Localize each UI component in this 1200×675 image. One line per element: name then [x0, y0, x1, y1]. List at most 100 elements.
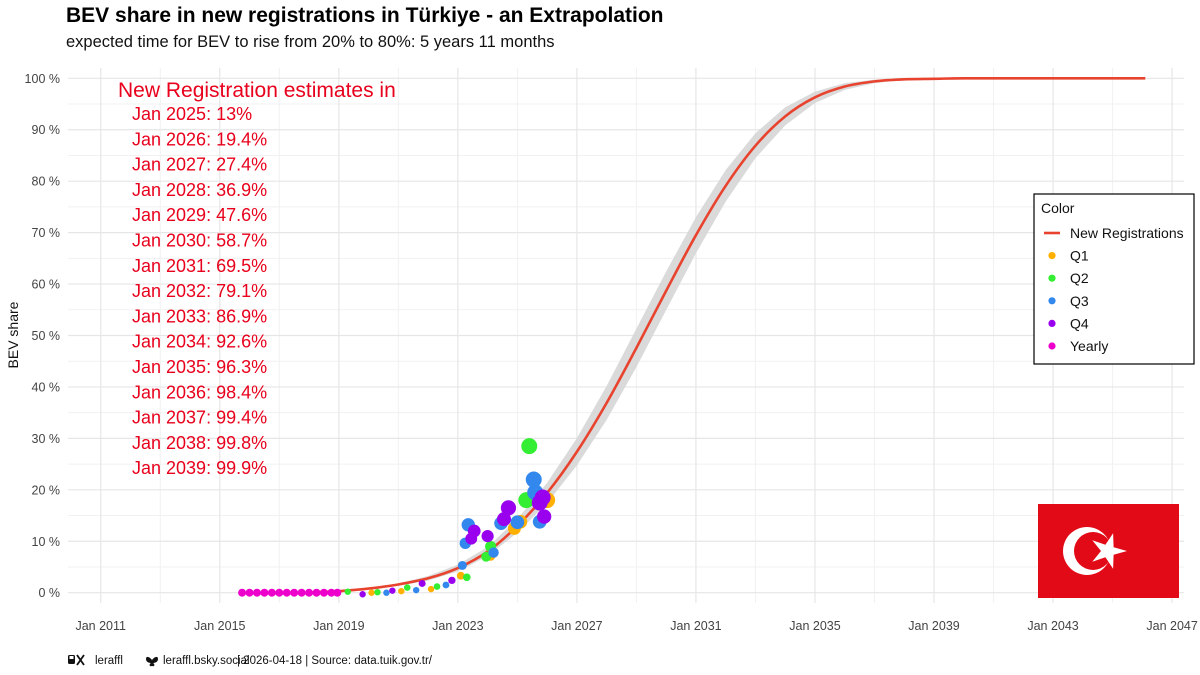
point-q3 — [383, 589, 390, 596]
estimate-line: Jan 2035: 96.3% — [132, 357, 267, 377]
caption-x-handle: leraffl — [95, 655, 123, 667]
point-q3 — [442, 581, 450, 589]
flag-crescent-inner — [1074, 532, 1112, 570]
estimate-line: Jan 2030: 58.7% — [132, 231, 267, 251]
legend: Color New Registrations Q1 Q2 Q3 Q4 Yearly — [1033, 193, 1195, 365]
estimate-line: Jan 2038: 99.8% — [132, 433, 267, 453]
turkey-flag-icon — [1038, 504, 1179, 598]
caption-bsky-handle: leraffl.bsky.social — [163, 655, 250, 667]
caption-date-source: | 2026-04-18 | Source: data.tuik.gov.tr/ — [237, 655, 433, 667]
legend-label: Yearly — [1070, 338, 1108, 354]
point-q4 — [418, 579, 426, 587]
point-q2 — [374, 588, 381, 596]
estimate-line: Jan 2036: 98.4% — [132, 382, 267, 402]
x-tick-label: Jan 2011 — [75, 619, 126, 633]
point-q4 — [448, 576, 456, 585]
fit-curve-new-registrations — [309, 76, 1146, 594]
point-q2 — [462, 573, 471, 582]
point-yearly — [260, 588, 269, 597]
butterfly-icon — [146, 656, 158, 667]
legend-label: Q4 — [1070, 315, 1089, 331]
legend-label: New Registrations — [1070, 225, 1184, 241]
data-points-layer — [238, 438, 556, 598]
point-q4 — [537, 509, 552, 524]
point-q1 — [398, 587, 405, 595]
point-q1 — [456, 571, 465, 580]
point-q4 — [359, 591, 366, 598]
x-tick-label: Jan 2027 — [551, 619, 602, 633]
point-q1 — [368, 589, 375, 596]
point-yearly — [238, 588, 247, 597]
point-yearly — [319, 588, 328, 597]
caption: leraffl leraffl.bsky.social | 2026-04-18… — [68, 654, 433, 667]
legend-title: Color — [1041, 200, 1075, 216]
flag-star — [1092, 533, 1127, 569]
estimate-line: Jan 2027: 27.4% — [132, 155, 267, 175]
estimate-line: Jan 2031: 69.5% — [132, 256, 267, 276]
point-yearly — [305, 588, 314, 597]
point-q4 — [500, 500, 517, 516]
point-q2 — [481, 551, 492, 562]
point-q2 — [521, 438, 538, 455]
x-tick-label: Jan 2023 — [432, 619, 483, 633]
point-yearly — [245, 588, 254, 597]
point-q4 — [496, 512, 511, 527]
confidence-ribbon-layer — [309, 78, 1146, 593]
legend-key-point — [1048, 342, 1056, 350]
y-tick-label: 90 % — [32, 123, 61, 137]
estimate-line: Jan 2026: 19.4% — [132, 129, 267, 149]
estimate-line: Jan 2025: 13% — [132, 104, 252, 124]
y-tick-label: 60 % — [32, 278, 61, 292]
estimate-line: Jan 2029: 47.6% — [132, 205, 267, 225]
point-yearly — [327, 588, 336, 597]
point-q1 — [427, 585, 435, 593]
legend-label: Q3 — [1070, 293, 1089, 309]
y-axis-label: BEV share — [5, 301, 21, 368]
x-tick-label: Jan 2047 — [1146, 619, 1197, 633]
estimate-line: Jan 2032: 79.1% — [132, 281, 267, 301]
point-q3 — [488, 547, 499, 558]
estimate-line: Jan 2033: 86.9% — [132, 306, 267, 326]
point-yearly — [282, 588, 291, 597]
point-yearly — [267, 588, 276, 597]
y-axis-ticks: 0 % 10 % 20 % 30 % 40 % 50 % 60 % 70 % 80 % 90 % 1… — [25, 72, 60, 600]
estimate-line: Jan 2034: 92.6% — [132, 332, 267, 352]
estimate-line: Jan 2037: 99.4% — [132, 408, 267, 428]
y-tick-label: 50 % — [32, 329, 61, 343]
point-q2 — [344, 588, 351, 595]
legend-key-point — [1048, 274, 1056, 282]
x-tick-label: Jan 2035 — [789, 619, 840, 633]
x-axis-ticks: Jan 2011 Jan 2015 Jan 2019 Jan 2023 Jan 2027… — [75, 619, 1197, 633]
x-tick-label: Jan 2015 — [194, 619, 245, 633]
legend-key-point — [1048, 297, 1056, 305]
point-q4 — [467, 524, 481, 538]
y-tick-label: 40 % — [32, 380, 61, 394]
x-tick-label: Jan 2031 — [670, 619, 721, 633]
x-logo-icon — [68, 654, 85, 666]
y-tick-label: 10 % — [32, 535, 61, 549]
y-tick-label: 20 % — [32, 483, 61, 497]
estimate-line: Jan 2039: 99.9% — [132, 458, 267, 478]
point-yearly — [333, 588, 342, 597]
y-tick-label: 0 % — [38, 586, 60, 600]
y-tick-label: 70 % — [32, 226, 61, 240]
y-tick-label: 80 % — [32, 175, 61, 189]
point-q3 — [457, 560, 467, 570]
x-tick-label: Jan 2043 — [1027, 619, 1078, 633]
point-q3 — [525, 471, 542, 488]
legend-key-point — [1048, 252, 1056, 260]
point-yearly — [252, 588, 261, 597]
point-yearly — [290, 588, 299, 597]
legend-label: Q2 — [1070, 270, 1089, 286]
point-q4 — [534, 489, 551, 506]
point-q4 — [481, 530, 494, 543]
legend-key-point — [1048, 319, 1056, 327]
confidence-ribbon — [309, 78, 1146, 593]
legend-box — [1033, 193, 1195, 365]
point-yearly — [297, 588, 306, 597]
point-yearly — [275, 588, 284, 597]
y-tick-label: 30 % — [32, 432, 61, 446]
chart-title: BEV share in new registrations in Türkiy… — [66, 4, 663, 27]
chart-subtitle: expected time for BEV to rise from 20% t… — [66, 33, 555, 51]
